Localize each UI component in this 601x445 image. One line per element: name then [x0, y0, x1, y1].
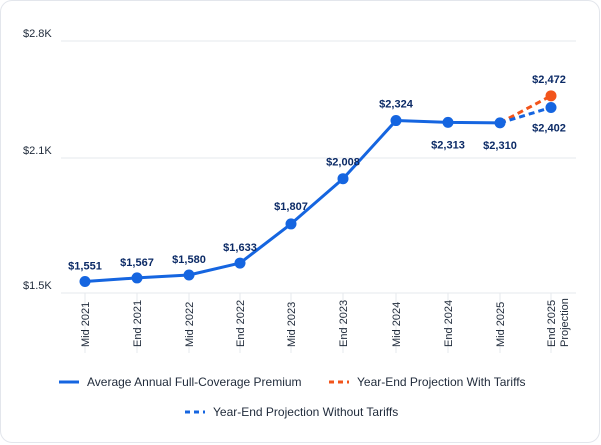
data-label: $2,008 [326, 157, 360, 169]
projection-point [545, 102, 557, 114]
legend-label: Year-End Projection With Tariffs [357, 375, 526, 389]
x-tick-label: End 2024 [443, 300, 455, 347]
data-label: $2,472 [532, 74, 566, 86]
data-label: $1,807 [274, 201, 308, 213]
data-point [79, 276, 91, 288]
x-tick-label: Mid 2021 [80, 302, 92, 347]
data-point [234, 257, 246, 269]
y-tick-label: $2.1K [23, 145, 52, 157]
data-point [285, 218, 297, 230]
y-tick-label: $1.5K [23, 280, 52, 292]
x-tick-label: End 2022 [235, 300, 247, 347]
legend-label: Year-End Projection Without Tariffs [213, 405, 398, 419]
x-tick-label: Mid 2023 [286, 302, 298, 347]
series-line-2 [499, 106, 552, 125]
y-tick-label: $2.8K [23, 28, 52, 40]
x-tick-label: Mid 2024 [391, 302, 403, 347]
x-tick-label-line2: Projection [559, 298, 571, 347]
data-point [390, 115, 402, 127]
data-label: $1,551 [68, 261, 102, 273]
data-label: $2,402 [532, 123, 566, 135]
data-label: $2,310 [483, 140, 517, 152]
data-label: $1,633 [223, 242, 257, 254]
x-tick-label: End 2021 [132, 300, 144, 347]
data-label: $2,324 [379, 99, 414, 111]
data-label: $2,313 [431, 139, 465, 151]
x-tick-label: End 2023 [338, 300, 350, 347]
data-point [131, 272, 143, 284]
data-label: $1,567 [120, 257, 154, 269]
x-tick-label: Mid 2022 [184, 302, 196, 347]
legend-label: Average Annual Full-Coverage Premium [87, 375, 302, 389]
x-tick-label: End 2025 [546, 300, 558, 347]
data-point [442, 116, 454, 128]
data-point [183, 269, 195, 281]
data-point [337, 173, 349, 185]
data-label: $1,580 [172, 254, 206, 266]
x-tick-label: Mid 2025 [495, 302, 507, 347]
data-point [494, 117, 506, 129]
projection-point [545, 90, 557, 102]
